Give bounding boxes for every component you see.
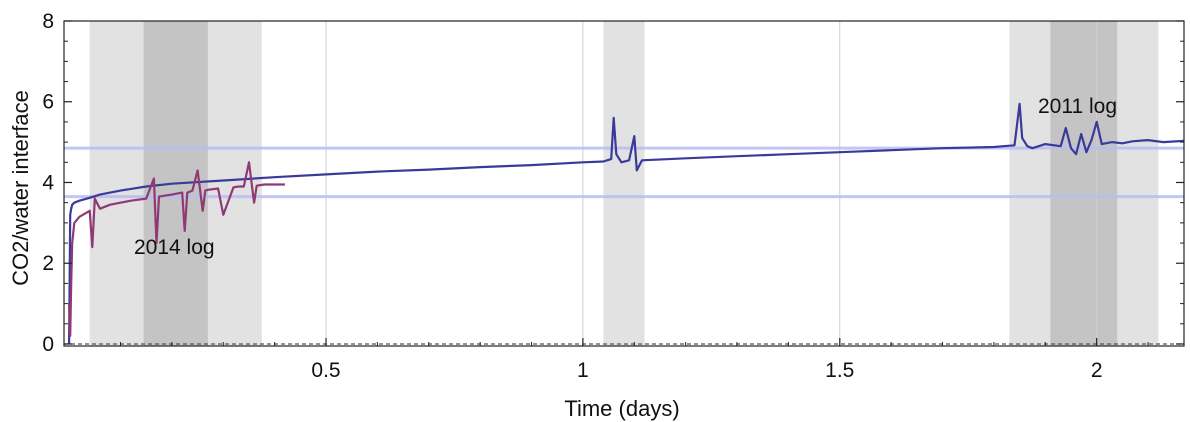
y-tick-label-3: 6 xyxy=(42,91,54,114)
data-series xyxy=(68,102,1185,345)
x-tick-label-2: 1.5 xyxy=(825,359,854,382)
reference-lines xyxy=(64,146,1184,199)
annotation-2014-log: 2014 log xyxy=(134,236,215,259)
x-tick-label-3: 2 xyxy=(1091,359,1103,382)
x-tick-label-0: 0.5 xyxy=(311,359,340,382)
x-axis-label: Time (days) xyxy=(564,396,679,421)
tick-labels: 0.5 1 1.5 2 0 2 4 6 8 xyxy=(42,10,1102,382)
shaded-band-2 xyxy=(603,21,645,346)
series-line-1 xyxy=(68,161,285,337)
y-tick-label-4: 8 xyxy=(42,10,54,33)
shaded-band-4 xyxy=(1050,21,1118,346)
y-tick-label-2: 4 xyxy=(42,171,54,194)
y-tick-label-1: 2 xyxy=(42,252,54,275)
x-tick-label-1: 1 xyxy=(577,359,589,382)
annotation-2011-log: 2011 log xyxy=(1038,95,1117,118)
shaded-bands xyxy=(89,21,1159,346)
vertical-gridlines xyxy=(325,21,1098,346)
y-tick-label-0: 0 xyxy=(42,333,54,356)
y-axis-label: CO2/water interface xyxy=(8,90,33,286)
axis-ticks xyxy=(64,20,1184,346)
plot-frame xyxy=(63,20,1185,347)
